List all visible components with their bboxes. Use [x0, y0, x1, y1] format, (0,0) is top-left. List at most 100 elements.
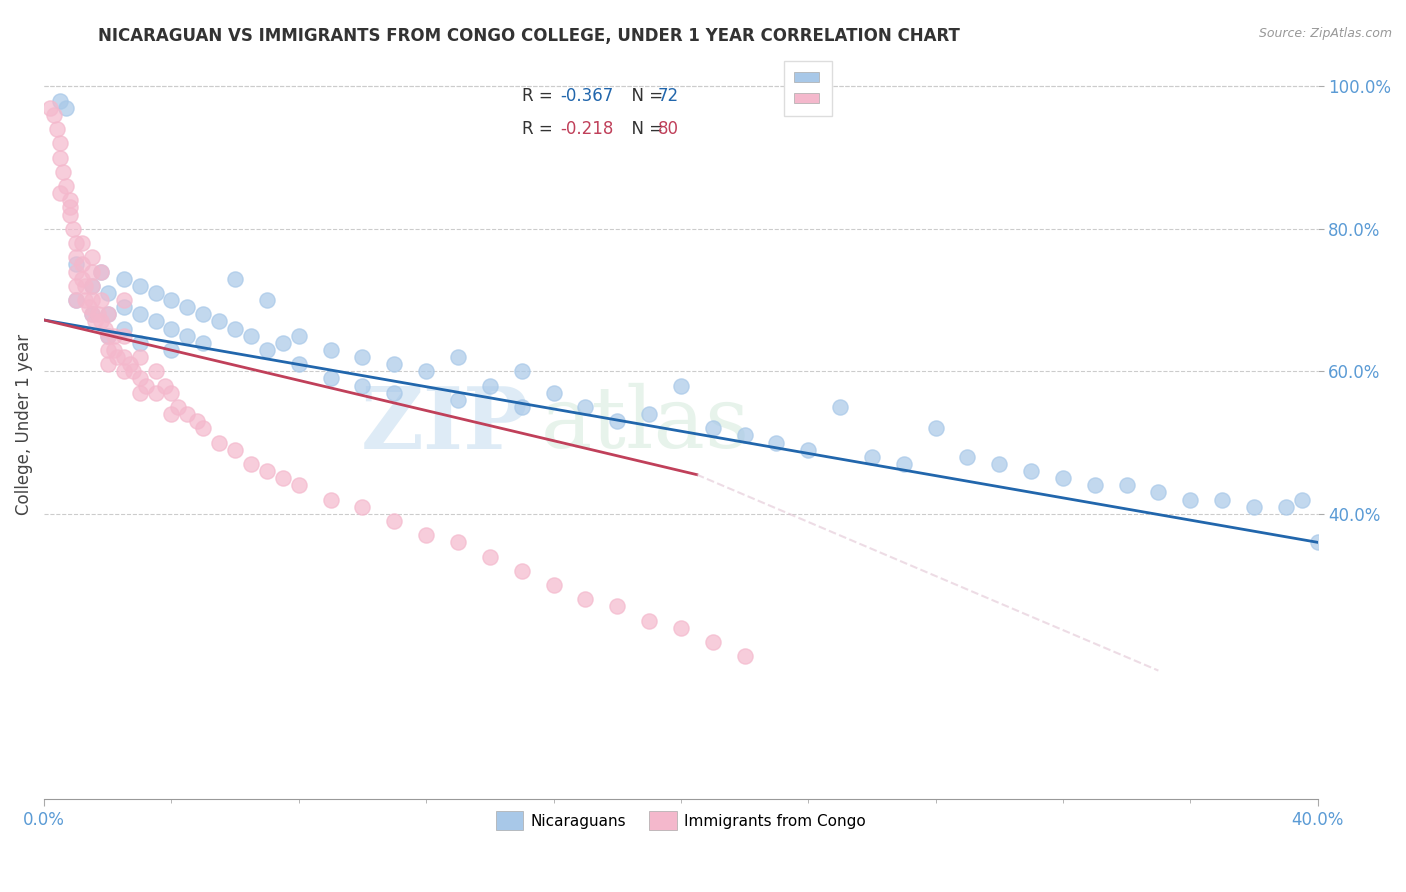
Point	[65, 293, 87, 307]
Text: 80: 80	[658, 120, 679, 138]
Point	[75, 278, 97, 293]
Point	[160, 343, 183, 357]
Point	[112, 293, 135, 307]
Point	[702, 421, 724, 435]
Point	[49, 151, 72, 165]
Point	[702, 635, 724, 649]
Point	[128, 371, 150, 385]
Point	[97, 328, 120, 343]
Point	[80, 307, 103, 321]
Point	[65, 250, 87, 264]
Point	[97, 307, 120, 321]
Point	[65, 235, 87, 250]
Point	[988, 457, 1011, 471]
Point	[49, 186, 72, 201]
Point	[382, 514, 405, 528]
Point	[193, 421, 215, 435]
Point	[1115, 478, 1137, 492]
Point	[97, 328, 120, 343]
Point	[153, 378, 176, 392]
Point	[240, 328, 263, 343]
Point	[352, 378, 374, 392]
Point	[112, 328, 135, 343]
Point	[1147, 485, 1170, 500]
Point	[80, 278, 103, 293]
Point	[447, 350, 470, 364]
Point	[49, 94, 72, 108]
Point	[80, 307, 103, 321]
Point	[382, 385, 405, 400]
Point	[186, 414, 208, 428]
Text: R =: R =	[522, 87, 558, 104]
Point	[1211, 492, 1233, 507]
Point	[75, 293, 97, 307]
Point	[97, 285, 120, 300]
Point	[574, 400, 596, 414]
Point	[271, 335, 294, 350]
Point	[97, 357, 120, 371]
Point	[271, 471, 294, 485]
Point	[103, 328, 125, 343]
Point	[1084, 478, 1107, 492]
Point	[828, 400, 851, 414]
Text: Source: ZipAtlas.com: Source: ZipAtlas.com	[1258, 27, 1392, 40]
Point	[193, 307, 215, 321]
Point	[319, 371, 342, 385]
Point	[1180, 492, 1202, 507]
Point	[288, 478, 311, 492]
Point	[39, 101, 62, 115]
Point	[543, 385, 565, 400]
Point	[90, 264, 112, 278]
Point	[49, 136, 72, 151]
Point	[176, 328, 198, 343]
Point	[145, 385, 167, 400]
Point	[65, 278, 87, 293]
Point	[72, 235, 94, 250]
Point	[160, 321, 183, 335]
Point	[176, 407, 198, 421]
Point	[1052, 471, 1074, 485]
Point	[415, 364, 437, 378]
Point	[956, 450, 979, 464]
Point	[128, 335, 150, 350]
Point	[105, 350, 128, 364]
Point	[860, 450, 883, 464]
Point	[97, 343, 120, 357]
Point	[122, 364, 145, 378]
Point	[240, 457, 263, 471]
Point	[574, 592, 596, 607]
Point	[58, 201, 80, 215]
Point	[55, 179, 77, 194]
Point	[65, 293, 87, 307]
Point	[112, 321, 135, 335]
Point	[447, 392, 470, 407]
Point	[84, 314, 107, 328]
Text: NICARAGUAN VS IMMIGRANTS FROM CONGO COLLEGE, UNDER 1 YEAR CORRELATION CHART: NICARAGUAN VS IMMIGRANTS FROM CONGO COLL…	[98, 27, 960, 45]
Point	[510, 564, 533, 578]
Point	[415, 528, 437, 542]
Point	[510, 364, 533, 378]
Point	[606, 414, 628, 428]
Point	[1274, 500, 1296, 514]
Point	[58, 208, 80, 222]
Point	[638, 407, 661, 421]
Point	[893, 457, 915, 471]
Point	[208, 314, 231, 328]
Point	[93, 321, 115, 335]
Point	[145, 364, 167, 378]
Point	[160, 385, 183, 400]
Legend: Nicaraguans, Immigrants from Congo: Nicaraguans, Immigrants from Congo	[489, 805, 872, 836]
Point	[160, 293, 183, 307]
Point	[256, 464, 278, 478]
Point	[128, 350, 150, 364]
Point	[510, 400, 533, 414]
Point	[382, 357, 405, 371]
Point	[1291, 492, 1313, 507]
Text: N =: N =	[621, 87, 668, 104]
Point	[90, 264, 112, 278]
Point	[224, 442, 246, 457]
Text: -0.218: -0.218	[560, 120, 613, 138]
Text: N =: N =	[621, 120, 668, 138]
Point	[734, 428, 756, 442]
Point	[797, 442, 820, 457]
